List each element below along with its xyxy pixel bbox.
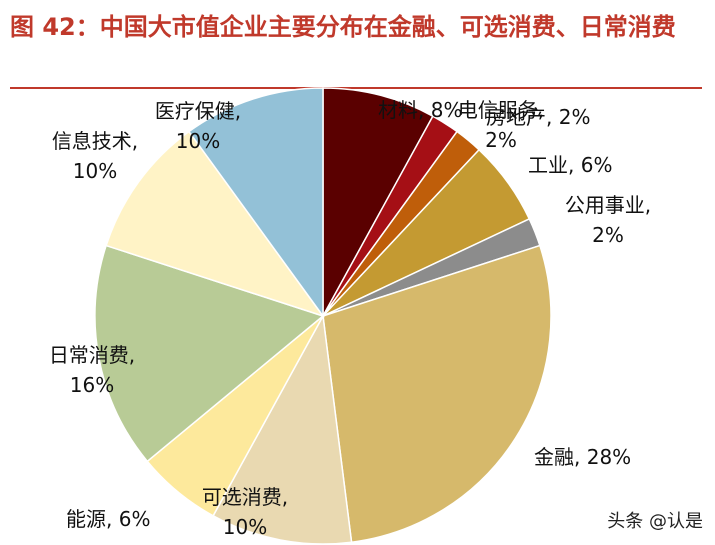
- slice-label: 信息技术, 10%: [51, 129, 139, 183]
- chart-title: 图 42：中国大市值企业主要分布在金融、可选消费、日常消费: [10, 13, 676, 41]
- slice-label: 房地产, 2%: [486, 105, 591, 129]
- slice-label: 电信服务, 2%: [457, 98, 545, 152]
- pie-slice: [322, 244, 552, 544]
- pie-slice: [94, 244, 325, 463]
- slice-label: 工业, 6%: [528, 153, 613, 177]
- slice-label: 公用事业, 2%: [564, 193, 652, 247]
- pie-slice: [187, 87, 324, 319]
- pie-slice: [212, 313, 353, 545]
- slice-label: 日常消费, 16%: [48, 343, 136, 397]
- pie-slice: [105, 130, 325, 318]
- slice-label: 金融, 28%: [534, 445, 632, 469]
- slice-label: 能源, 6%: [66, 507, 151, 531]
- pie-slice: [322, 87, 434, 317]
- slice-label: 可选消费, 10%: [201, 485, 289, 539]
- watermark: 头条 @认是: [607, 511, 703, 532]
- slice-label: 医疗保健, 10%: [154, 99, 242, 153]
- slice-label: 材料, 8%: [378, 98, 463, 122]
- title-rule: [10, 87, 702, 89]
